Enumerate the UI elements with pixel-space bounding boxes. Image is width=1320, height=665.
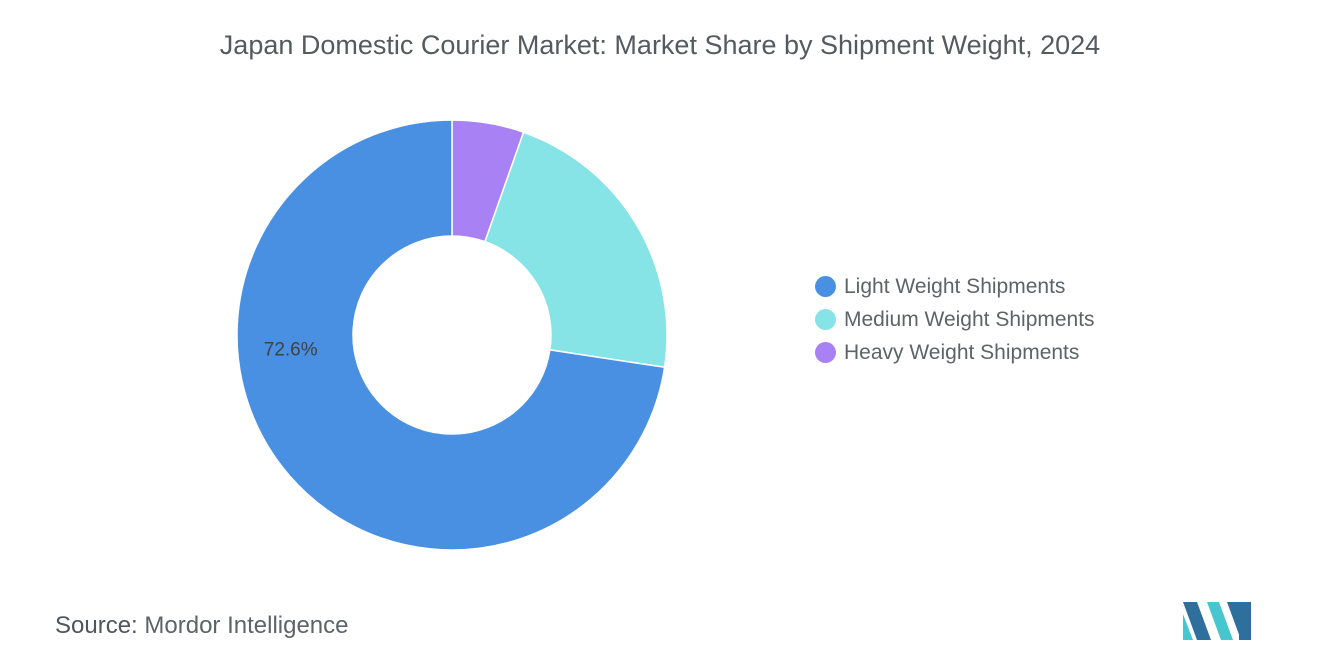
donut-data-labels: 72.6% bbox=[264, 339, 318, 360]
legend-item-medium[interactable]: Medium Weight Shipments bbox=[815, 303, 1095, 336]
logo-shape-3 bbox=[1207, 602, 1233, 640]
data-label-light: 72.6% bbox=[264, 339, 318, 360]
logo-shape-5 bbox=[1239, 602, 1251, 640]
legend-label-light: Light Weight Shipments bbox=[844, 274, 1066, 298]
source-value: Mordor Intelligence bbox=[144, 612, 349, 639]
slice-light[interactable] bbox=[236, 119, 666, 551]
legend-swatch-light bbox=[815, 276, 836, 297]
legend-label-medium: Medium Weight Shipments bbox=[844, 307, 1095, 331]
source-note: Source: Mordor Intelligence bbox=[55, 612, 349, 640]
legend-label-heavy: Heavy Weight Shipments bbox=[844, 340, 1080, 364]
legend-item-light[interactable]: Light Weight Shipments bbox=[815, 270, 1095, 303]
mordor-intelligence-logo-icon bbox=[1183, 602, 1251, 640]
legend-swatch-heavy bbox=[815, 342, 836, 363]
slice-medium[interactable] bbox=[483, 131, 668, 369]
donut-slices bbox=[236, 119, 668, 551]
logo-shape-2 bbox=[1183, 614, 1193, 640]
chart-legend: Light Weight Shipments Medium Weight Shi… bbox=[815, 270, 1095, 369]
source-label: Source: bbox=[55, 612, 138, 639]
chart-title: Japan Domestic Courier Market: Market Sh… bbox=[219, 30, 1101, 60]
legend-item-heavy[interactable]: Heavy Weight Shipments bbox=[815, 336, 1095, 369]
legend-swatch-medium bbox=[815, 309, 836, 330]
logo-shape-4 bbox=[1227, 602, 1241, 640]
logo-shape-1 bbox=[1183, 602, 1211, 640]
